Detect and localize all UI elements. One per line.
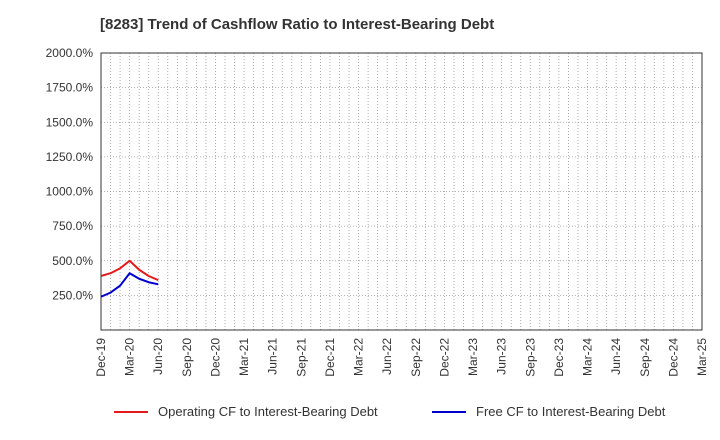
series-line-free-cf <box>100 272 159 298</box>
x-tick-label: Mar-20 <box>123 338 137 376</box>
x-tick-label: Dec-23 <box>552 338 566 377</box>
legend-item-operating-cf: Operating CF to Interest-Bearing Debt <box>114 404 378 419</box>
x-tick-label: Mar-21 <box>237 338 251 376</box>
plot-area-border <box>100 52 703 331</box>
x-tick-label: Sep-21 <box>294 338 308 377</box>
y-tick-label: 1500.0% <box>46 115 94 129</box>
y-tick-label: 250.0% <box>52 288 93 302</box>
y-tick-label: 1250.0% <box>46 150 94 164</box>
x-tick-label: Dec-21 <box>323 338 337 377</box>
x-tick-label: Sep-22 <box>409 338 423 377</box>
legend-swatch-free-cf <box>432 410 466 413</box>
x-tick-label: Jun-20 <box>151 338 165 375</box>
y-tick-label: 750.0% <box>52 219 93 233</box>
x-tick-label: Mar-23 <box>466 338 480 376</box>
x-tick-label: Dec-22 <box>437 338 451 377</box>
x-tick-label: Dec-20 <box>208 338 222 377</box>
y-tick-label: 2000.0% <box>46 46 94 60</box>
chart-title: [8283] Trend of Cashflow Ratio to Intere… <box>100 16 495 33</box>
x-tick-label: Dec-24 <box>666 338 680 377</box>
x-tick-label: Sep-23 <box>523 338 537 377</box>
x-tick-label: Jun-23 <box>495 338 509 375</box>
x-tick-label: Jun-24 <box>609 338 623 375</box>
y-tick-label: 1000.0% <box>46 185 94 199</box>
x-tick-label: Sep-20 <box>180 338 194 377</box>
x-tick-label: Mar-25 <box>695 338 709 376</box>
chart-legend: Operating CF to Interest-Bearing Debt Fr… <box>0 404 720 426</box>
x-tick-label: Jun-21 <box>266 338 280 375</box>
legend-label-free-cf: Free CF to Interest-Bearing Debt <box>476 404 666 419</box>
x-tick-label: Sep-24 <box>638 338 652 377</box>
y-tick-label: 1750.0% <box>46 81 94 95</box>
legend-swatch-operating-cf <box>114 410 148 413</box>
x-tick-label: Mar-24 <box>581 338 595 376</box>
x-tick-label: Dec-19 <box>94 338 108 377</box>
x-tick-label: Mar-22 <box>352 338 366 376</box>
x-tick-label: Jun-22 <box>380 338 394 375</box>
y-tick-label: 500.0% <box>52 254 93 268</box>
legend-item-free-cf: Free CF to Interest-Bearing Debt <box>432 404 665 419</box>
series-line-operating-cf <box>100 259 159 282</box>
legend-label-operating-cf: Operating CF to Interest-Bearing Debt <box>158 404 378 419</box>
